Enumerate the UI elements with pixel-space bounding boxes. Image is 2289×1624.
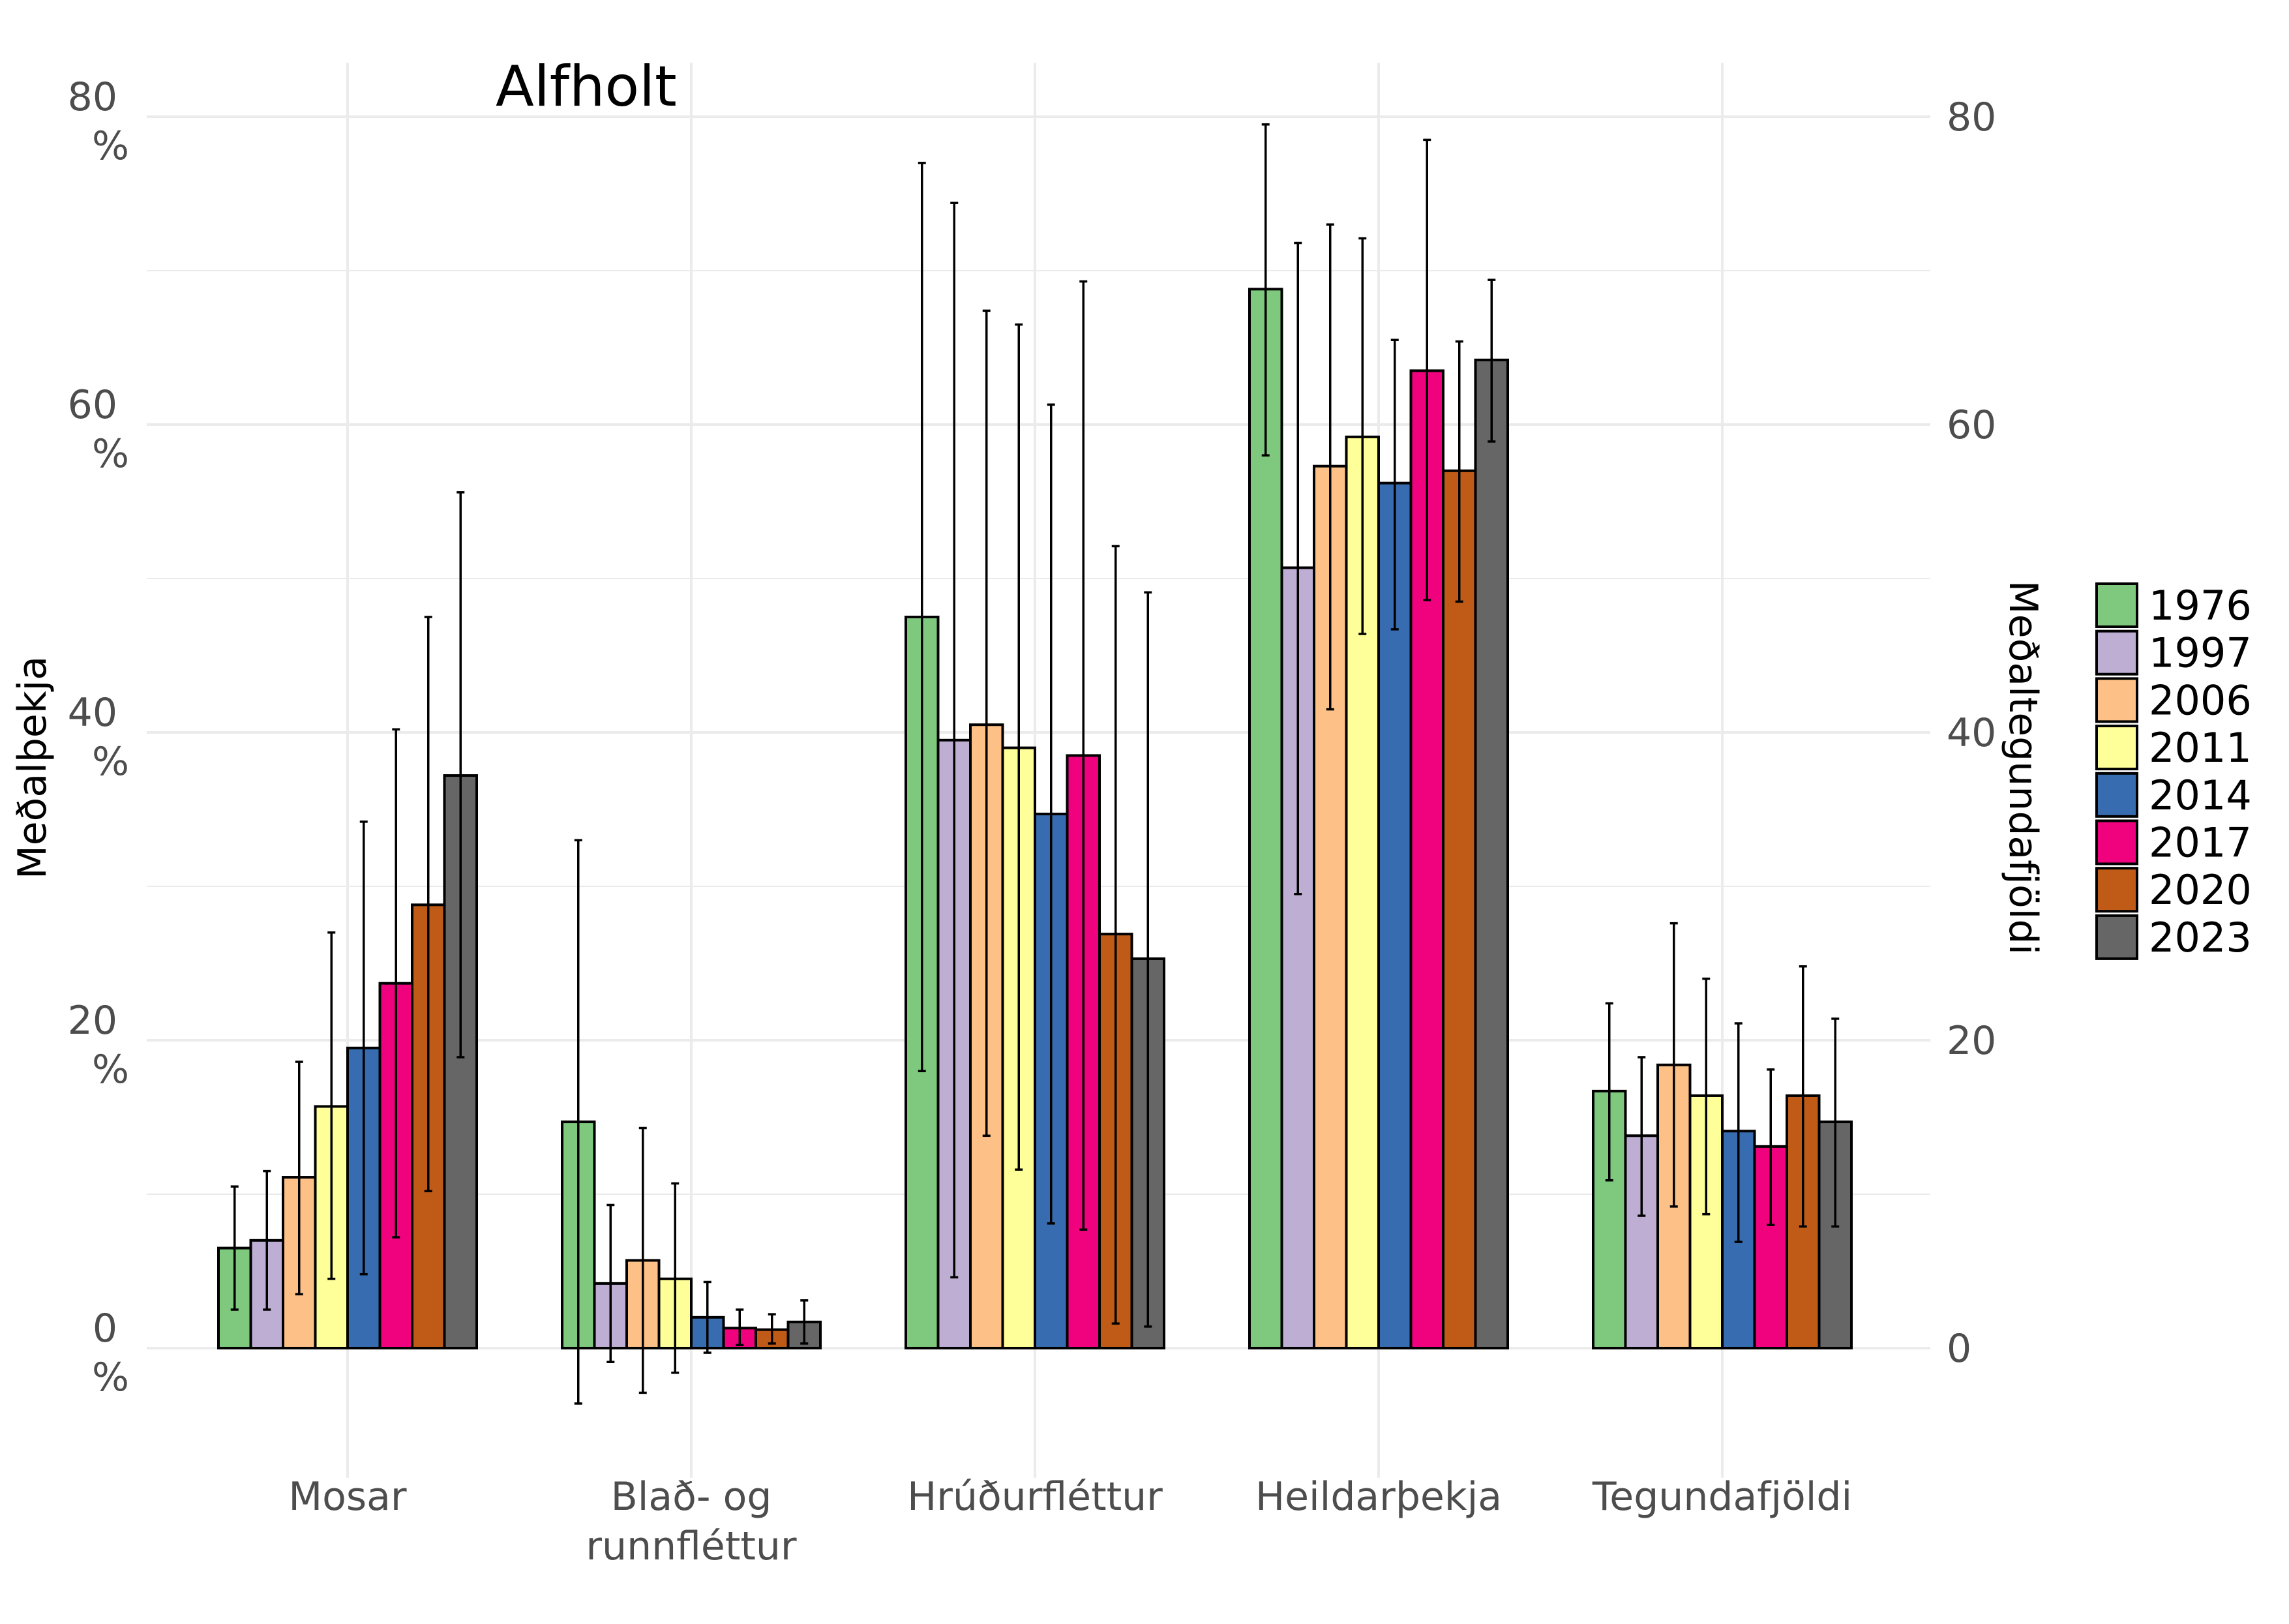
legend-swatch (2095, 725, 2138, 771)
error-bar (703, 1280, 711, 1354)
error-bar (1390, 338, 1399, 631)
error-bar (456, 491, 465, 1059)
y-axis-right-title: Meðaltegundafjöldi (2000, 580, 2046, 955)
legend-item: 2014 (2095, 772, 2252, 819)
legend-swatch (2095, 819, 2138, 865)
y-axis-left-title: Meðalþekja (10, 656, 55, 879)
legend-swatch (2095, 582, 2138, 628)
legend-label: 2014 (2149, 772, 2252, 819)
error-bar (1423, 138, 1431, 601)
y-left-tick-label: 40% (68, 690, 129, 785)
error-bars (230, 123, 1840, 1405)
y-right-tick-label: 0 (1947, 1326, 1971, 1372)
y-right-tick-label: 20 (1947, 1018, 1996, 1064)
error-bar (1326, 223, 1334, 711)
legend-label: 1997 (2149, 629, 2252, 677)
error-bar (263, 1169, 271, 1311)
legend-label: 2023 (2149, 914, 2252, 961)
x-axis-ticks: Mosar Blað- og runnfléttur Hrúðurfléttur Hei… (288, 1474, 1852, 1569)
error-bar (1638, 1056, 1646, 1217)
legend-label: 1976 (2149, 582, 2252, 629)
error-bar (295, 1060, 303, 1296)
error-bar (768, 1313, 776, 1345)
error-bar (1702, 977, 1711, 1216)
legend-label: 2011 (2149, 724, 2252, 772)
y-right-tick-label: 60 (1947, 402, 1996, 448)
y-right-tick-label: 80 (1947, 95, 1996, 140)
legend-item: 2020 (2095, 866, 2252, 914)
error-bar (1111, 545, 1120, 1325)
legend-item: 2023 (2095, 914, 2252, 961)
error-bar (638, 1126, 647, 1394)
bar (1474, 358, 1509, 1349)
error-bar (230, 1185, 239, 1311)
y-axis-right-ticks: 0 20 40 60 80 (1947, 95, 1996, 1372)
error-bar (1799, 965, 1807, 1228)
error-bar (1831, 1017, 1840, 1228)
legend-swatch (2095, 867, 2138, 913)
error-bar (606, 1203, 615, 1363)
y-axis-left-ticks: 0 % 20 % 40 % 60 % 80% (68, 74, 129, 1400)
error-bar (918, 162, 926, 1072)
y-left-tick-label: 60% (68, 382, 129, 477)
y-left-tick-label: 80% (68, 74, 129, 169)
x-tick-label: Mosar (288, 1474, 407, 1520)
error-bar (1358, 237, 1367, 635)
y-right-tick-label: 40 (1947, 710, 1996, 756)
error-bar (1605, 1002, 1613, 1182)
legend-swatch (2095, 914, 2138, 960)
legend-item: 2006 (2095, 676, 2252, 724)
legend-item: 1976 (2095, 582, 2252, 629)
x-tick-label: Blað- og runnfléttur (586, 1474, 797, 1569)
legend-item: 2011 (2095, 724, 2252, 772)
error-bar (359, 820, 368, 1276)
error-bar (1015, 323, 1023, 1171)
x-tick-label: Tegundafjöldi (1592, 1474, 1852, 1520)
legend-label: 2017 (2149, 819, 2252, 867)
error-bar (424, 616, 432, 1193)
legend-item: 1997 (2095, 629, 2252, 677)
legend-label: 2006 (2149, 676, 2252, 724)
error-bar (800, 1299, 809, 1345)
error-bar (327, 931, 336, 1280)
error-bar (1144, 591, 1152, 1328)
error-bar (671, 1182, 680, 1374)
error-bar (736, 1308, 744, 1347)
legend-item: 2017 (2095, 819, 2252, 867)
legend-swatch (2095, 677, 2138, 723)
error-bar (1047, 403, 1055, 1225)
error-bar (392, 728, 400, 1239)
error-bar (1734, 1022, 1743, 1243)
error-bar (982, 309, 991, 1137)
legend-swatch (2095, 772, 2138, 818)
error-bar (1079, 280, 1088, 1231)
error-bar (1294, 241, 1302, 895)
error-bar (1767, 1068, 1775, 1226)
error-bar (1488, 278, 1496, 443)
x-tick-label: Hrúðurfléttur (907, 1474, 1163, 1520)
error-bar (1455, 340, 1463, 603)
y-left-tick-label: 0% (92, 1306, 129, 1400)
legend-label: 2020 (2149, 866, 2252, 914)
legend-swatch (2095, 629, 2138, 676)
y-left-tick-label: 20% (68, 998, 129, 1092)
error-bar (1261, 123, 1270, 457)
x-tick-label: Heildarþekja (1255, 1474, 1502, 1520)
chart-title: Alfholt (496, 54, 677, 119)
error-bar (950, 202, 959, 1279)
error-bar (1669, 922, 1678, 1208)
error-bar (574, 839, 582, 1405)
